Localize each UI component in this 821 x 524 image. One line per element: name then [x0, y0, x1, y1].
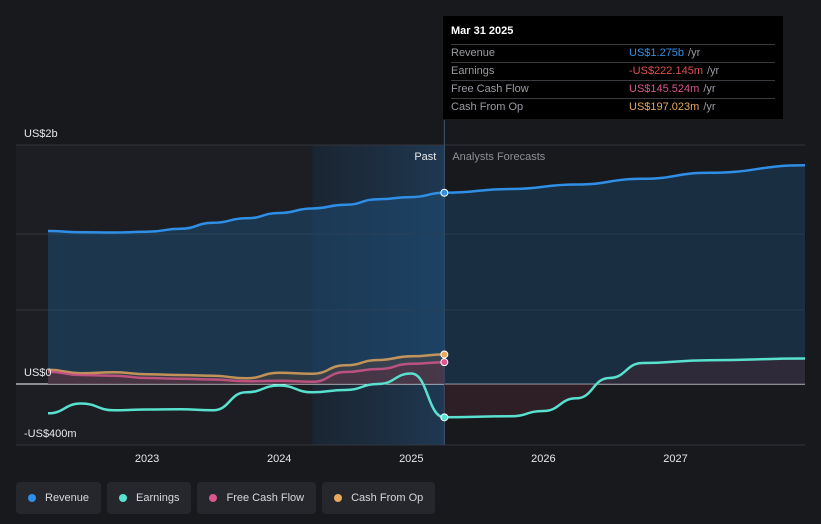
cash-from-op-area	[48, 354, 445, 384]
x-tick-label: 2025	[399, 453, 423, 465]
free-cash-flow-marker	[440, 358, 449, 367]
tooltip-row-cash-from-op: Cash From Op US$197.023m /yr	[451, 98, 775, 116]
tooltip-row-revenue: Revenue US$1.275b /yr	[451, 44, 775, 62]
legend-label: Revenue	[45, 492, 90, 504]
chart-legend: Revenue Earnings Free Cash Flow Cash Fro…	[16, 482, 436, 514]
tooltip-value: US$1.275b	[629, 47, 685, 59]
past-label: Past	[414, 151, 436, 163]
earnings-marker	[440, 413, 449, 422]
y-tick-label: US$2b	[24, 128, 58, 140]
earnings-forecast-line	[444, 357, 806, 419]
free-cash-flow-line	[47, 360, 445, 384]
tooltip-value: US$197.023m	[629, 101, 700, 113]
revenue-marker	[440, 188, 449, 197]
legend-dot-icon	[119, 494, 128, 502]
legend-item-free-cash-flow[interactable]: Free Cash Flow	[197, 482, 317, 514]
legend-label: Earnings	[136, 492, 180, 504]
tooltip-value: US$145.524m	[629, 83, 700, 95]
tooltip-unit: /yr	[688, 47, 701, 59]
legend-label: Cash From Op	[351, 492, 424, 504]
revenue-forecast-line	[444, 164, 806, 195]
tooltip-value: -US$222.145m	[629, 65, 703, 77]
y-tick-label: US$0	[24, 367, 52, 379]
forecast-label: Analysts Forecasts	[452, 151, 545, 163]
legend-dot-icon	[209, 494, 218, 502]
legend-item-revenue[interactable]: Revenue	[16, 482, 102, 514]
x-tick-label: 2026	[531, 453, 555, 465]
legend-dot-icon	[28, 494, 36, 502]
x-tick-label: 2023	[135, 453, 159, 465]
legend-label: Free Cash Flow	[226, 492, 305, 504]
x-tick-label: 2024	[267, 453, 291, 465]
tooltip-row-earnings: Earnings -US$222.145m /yr	[451, 62, 775, 80]
revenue-forecast-area	[444, 165, 805, 384]
tooltip-label: Revenue	[451, 47, 496, 59]
y-tick-label: -US$400m	[24, 428, 77, 440]
tooltip-unit: /yr	[703, 83, 716, 95]
cash-from-op-line	[47, 353, 445, 380]
legend-item-earnings[interactable]: Earnings	[107, 482, 192, 514]
tooltip-label: Free Cash Flow	[451, 83, 529, 95]
revenue-line	[47, 191, 445, 234]
cash-from-op-marker	[440, 350, 449, 359]
data-tooltip: Mar 31 2025 Revenue US$1.275b /yr Earnin…	[443, 16, 783, 119]
revenue-area	[48, 192, 445, 384]
earnings-line	[47, 372, 445, 419]
tooltip-label: Earnings	[451, 65, 495, 77]
earnings-forecast-area	[444, 358, 805, 418]
tooltip-date: Mar 31 2025	[451, 25, 514, 37]
tooltip-unit: /yr	[707, 65, 720, 77]
tooltip-row-free-cash-flow: Free Cash Flow US$145.524m /yr	[451, 80, 775, 98]
legend-dot-icon	[334, 494, 343, 502]
legend-item-cash-from-op[interactable]: Cash From Op	[322, 482, 436, 514]
x-tick-label: 2027	[663, 453, 687, 465]
tooltip-unit: /yr	[703, 101, 716, 113]
tooltip-label: Cash From Op	[451, 101, 524, 113]
